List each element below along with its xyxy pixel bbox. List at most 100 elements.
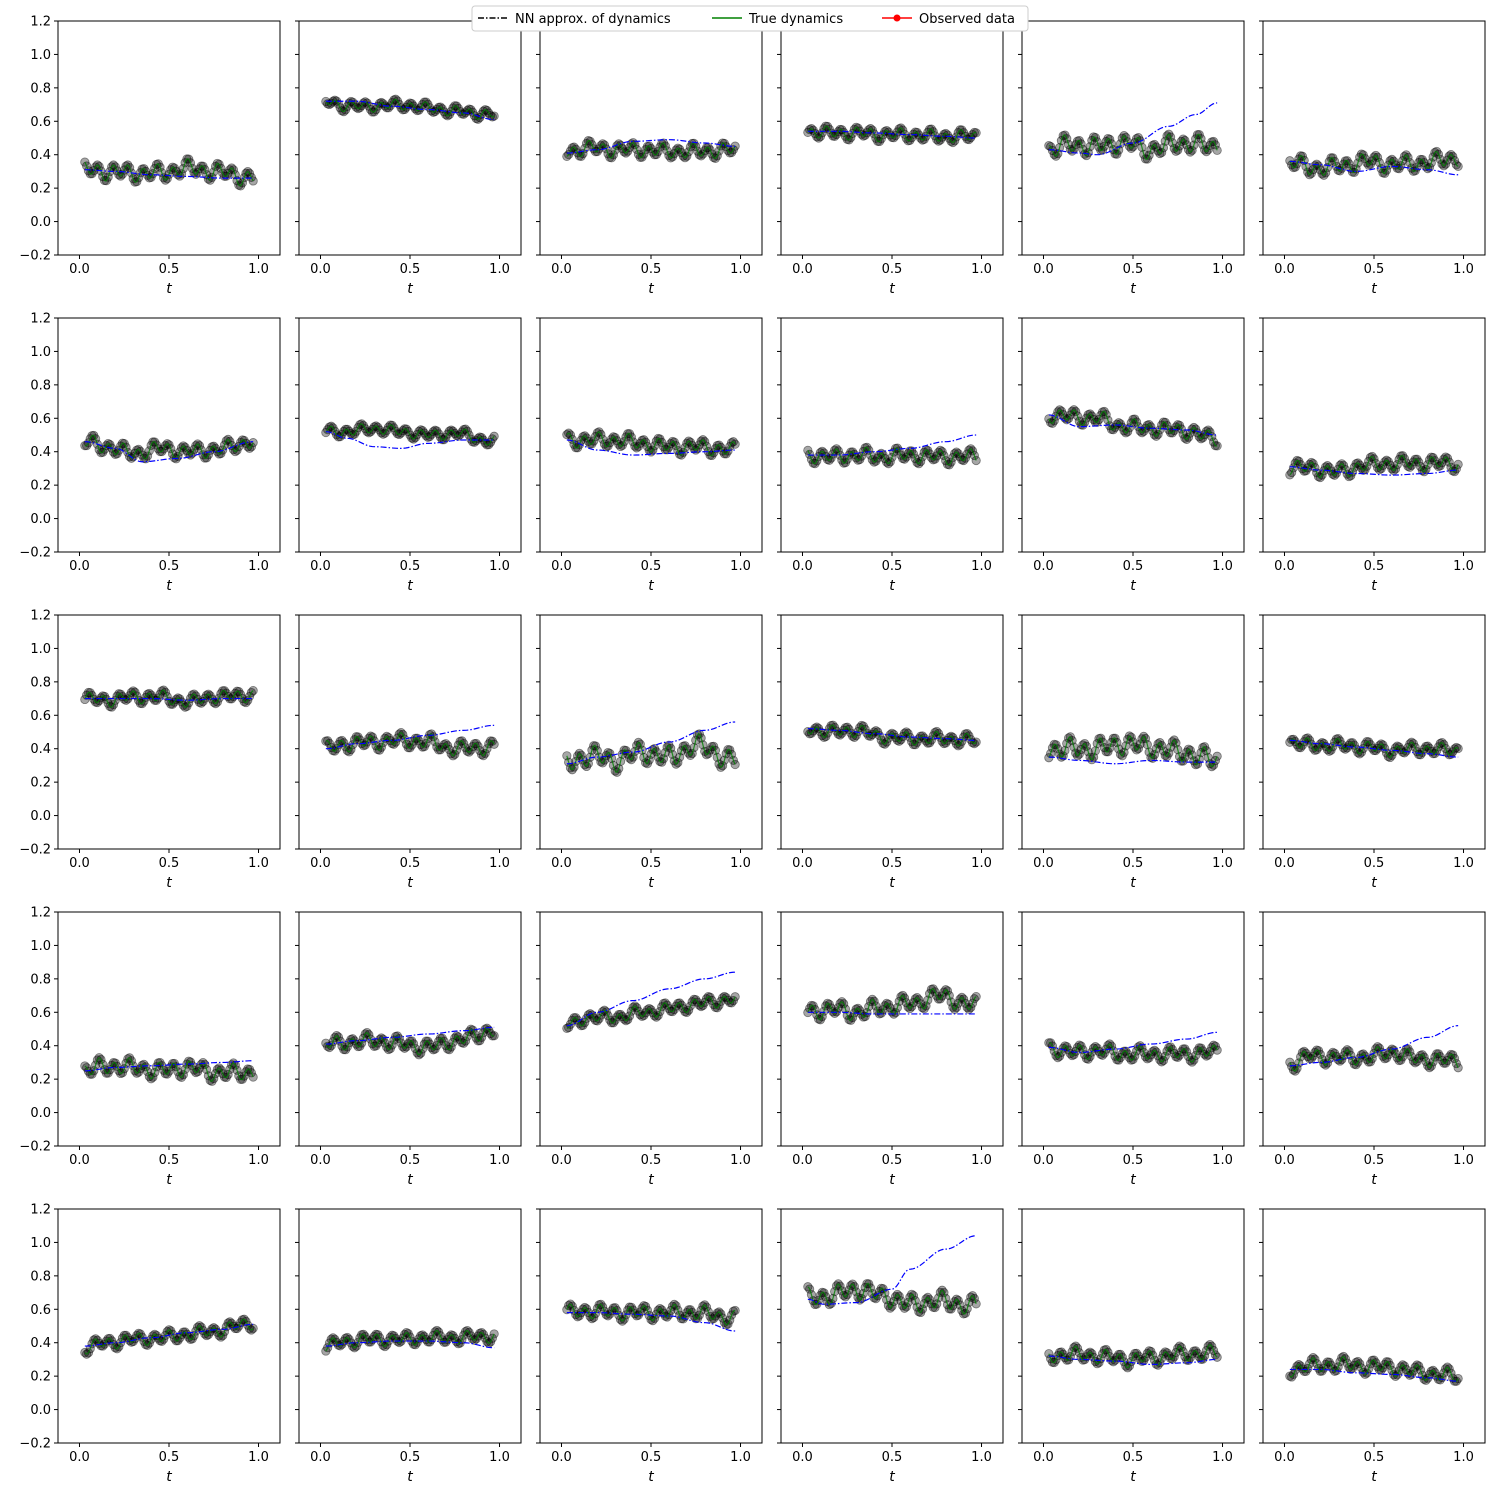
y-tick-label: 0.2 (30, 1370, 51, 1385)
subplot-r2c3: 0.0 0.5 1.0 t (536, 317, 763, 594)
true-dynamics-line (325, 732, 495, 757)
x-tick-label: 0.5 (159, 262, 180, 277)
x-axis-label: t (648, 875, 654, 891)
nn-approx-line (566, 439, 736, 456)
x-tick-label: 0.5 (1123, 262, 1144, 277)
x-tick-label: 0.5 (400, 262, 421, 277)
x-tick-label: 0.0 (310, 856, 331, 871)
x-tick-label: 1.0 (1212, 856, 1233, 871)
x-axis-label: t (407, 1469, 413, 1485)
nn-approx-line (1048, 414, 1218, 436)
x-tick-label: 1.0 (971, 856, 992, 871)
subplot-r1c1: 0.0 0.5 1.0 t −0.2 0.0 0.2 0.4 0.6 0.8 1.0 1.2 (19, 15, 281, 297)
nn-approx-line (566, 139, 736, 154)
x-tick-label: 0.0 (792, 262, 813, 277)
y-tick-label: 0.4 (30, 445, 51, 460)
y-tick-label: −0.2 (19, 546, 51, 561)
y-tick-label: 0.2 (30, 479, 51, 494)
y-tick-label: 0.6 (30, 1303, 51, 1318)
x-tick-label: 0.0 (551, 856, 572, 871)
nn-approx-line (566, 721, 736, 765)
x-tick-label: 0.5 (1123, 559, 1144, 574)
y-tick-label: 0.4 (30, 1039, 51, 1054)
y-tick-label: 0.2 (30, 1073, 51, 1088)
legend-observed-data-label: Observed data (919, 12, 1015, 27)
x-axis-label: t (648, 281, 654, 297)
x-tick-label: 1.0 (730, 1450, 751, 1465)
true-dynamics-line (84, 689, 254, 708)
x-tick-label: 0.0 (1033, 262, 1054, 277)
x-tick-label: 0.5 (1123, 856, 1144, 871)
x-tick-label: 0.0 (310, 1153, 331, 1168)
y-tick-label: 0.8 (30, 972, 51, 987)
nn-approx-line (807, 130, 977, 139)
x-tick-label: 0.0 (1033, 559, 1054, 574)
x-tick-label: 0.0 (551, 559, 572, 574)
x-tick-label: 1.0 (1212, 262, 1233, 277)
nn-approx-line (84, 697, 254, 701)
x-tick-label: 1.0 (730, 559, 751, 574)
y-tick-label: −0.2 (19, 1437, 51, 1452)
x-tick-label: 1.0 (248, 1450, 269, 1465)
x-tick-label: 0.0 (69, 559, 90, 574)
x-axis-label: t (1371, 1172, 1377, 1188)
subplot-r2c4: 0.0 0.5 1.0 t (777, 317, 1004, 594)
x-axis-label: t (1371, 578, 1377, 594)
legend: NN approx. of dynamics True dynamics Obs… (471, 5, 1029, 32)
y-tick-label: 0.6 (30, 412, 51, 427)
true-dynamics-line (325, 423, 495, 446)
y-tick-label: 0.8 (30, 378, 51, 393)
x-axis-label: t (889, 875, 895, 891)
subplot-r3c5: 0.0 0.5 1.0 t (1018, 614, 1245, 891)
x-tick-label: 0.5 (641, 1450, 662, 1465)
nn-approx-line (1048, 102, 1218, 156)
subplot-grid: 0.0 0.5 1.0t−0.20.00.20.40.60.81.01.20.0 0.… (19, 15, 1486, 1485)
x-axis-label: t (166, 1172, 172, 1188)
y-tick-label: 0.0 (30, 809, 51, 824)
observed-data-point (1212, 145, 1222, 155)
x-tick-label: 0.5 (159, 559, 180, 574)
y-tick-label: 0.4 (30, 148, 51, 163)
observed-data-point (1453, 459, 1463, 469)
legend-observed-data-marker (893, 14, 901, 22)
nn-approx-line (325, 431, 495, 449)
y-tick-label: 0.4 (30, 742, 51, 757)
x-tick-label: 1.0 (730, 262, 751, 277)
y-tick-label: 0.0 (30, 1106, 51, 1121)
subplot-r2c1: 0.0 0.5 1.0 t −0.2 0.0 0.2 0.4 0.6 0.8 1.0 1.2 (19, 312, 281, 594)
true-dynamics-line (1289, 454, 1459, 479)
x-tick-label: 0.5 (882, 856, 903, 871)
x-tick-label: 0.0 (1033, 1153, 1054, 1168)
x-tick-label: 0.0 (1033, 856, 1054, 871)
x-tick-label: 0.0 (792, 856, 813, 871)
x-tick-label: 0.0 (310, 262, 331, 277)
x-tick-label: 1.0 (971, 1450, 992, 1465)
y-tick-label: 0.8 (30, 81, 51, 96)
x-tick-label: 0.5 (159, 1450, 180, 1465)
x-tick-label: 0.0 (1274, 856, 1295, 871)
x-tick-label: 0.0 (792, 1153, 813, 1168)
x-axis-label: t (648, 578, 654, 594)
x-tick-label: 0.0 (1274, 1153, 1295, 1168)
x-tick-label: 0.0 (310, 559, 331, 574)
x-tick-label: 1.0 (248, 856, 269, 871)
observed-data-point (1453, 1063, 1463, 1073)
x-tick-label: 0.5 (1364, 262, 1385, 277)
nn-approx-line (1289, 160, 1459, 176)
x-tick-label: 1.0 (971, 559, 992, 574)
x-tick-label: 1.0 (971, 1153, 992, 1168)
x-tick-label: 0.0 (69, 262, 90, 277)
subplot-r1c5: 0.0 0.5 1.0 t (1018, 20, 1245, 297)
x-axis-label: t (889, 1469, 895, 1485)
y-tick-label: 0.8 (30, 1269, 51, 1284)
x-axis-label: t (407, 875, 413, 891)
x-tick-label: 0.5 (641, 262, 662, 277)
true-dynamics-line (84, 158, 254, 187)
x-tick-label: 0.0 (1274, 1450, 1295, 1465)
nn-approx-line (807, 728, 977, 741)
x-tick-label: 0.0 (69, 1450, 90, 1465)
y-tick-label: 0.2 (30, 776, 51, 791)
x-axis-label: t (1371, 1469, 1377, 1485)
true-dynamics-line (566, 139, 736, 160)
